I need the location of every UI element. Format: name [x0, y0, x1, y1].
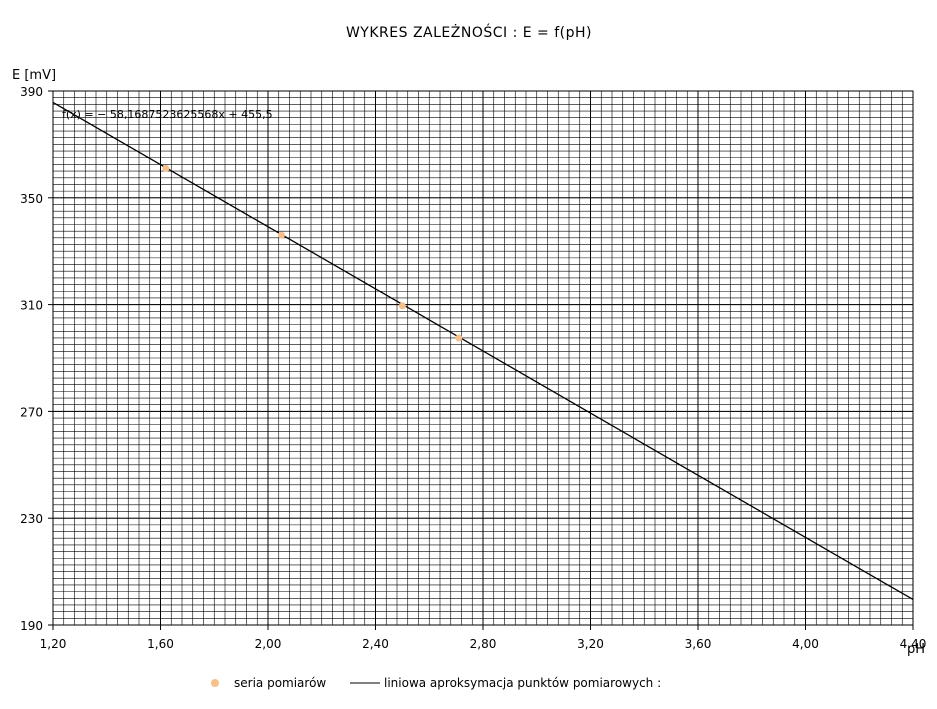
x-axis-ticks: 1,20 1,60 2,00 2,40 2,80 3,20 3,60 4,00 4,40 — [40, 625, 927, 651]
regression-equation: f(x) = − 58,1687523625568x + 455,5 — [62, 108, 273, 121]
y-tick-label: 390 — [20, 85, 43, 99]
data-point — [398, 302, 406, 310]
x-tick-label: 4,00 — [792, 637, 819, 651]
series-layer — [52, 101, 914, 601]
x-tick-label: 3,20 — [577, 637, 604, 651]
legend-marker-scatter — [211, 679, 219, 687]
legend-label-line: liniowa aproksymacja punktów pomiarowych… — [384, 676, 661, 690]
x-tick-label: 1,20 — [40, 637, 67, 651]
plot-area: f(x) = − 58,1687523625568x + 455,5 — [52, 90, 914, 626]
data-point — [162, 164, 170, 172]
chart-title: WYKRES ZALEŻNOŚCI : E = f(pH) — [346, 23, 592, 41]
y-tick-label: 270 — [20, 405, 43, 419]
y-tick-label: 230 — [20, 512, 43, 526]
y-tick-label: 310 — [20, 299, 43, 313]
data-point — [277, 231, 285, 239]
y-axis-label: E [mV] — [12, 68, 56, 83]
regression-line — [52, 101, 914, 601]
x-tick-label: 3,60 — [685, 637, 712, 651]
legend-label-scatter: seria pomiarów — [234, 676, 326, 690]
x-tick-label: 4,40 — [900, 637, 927, 651]
x-axis-label: pH — [907, 642, 925, 657]
y-tick-label: 350 — [20, 192, 43, 206]
x-tick-label: 2,40 — [362, 637, 389, 651]
x-tick-label: 2,80 — [470, 637, 497, 651]
legend: seria pomiarów liniowa aproksymacja punk… — [211, 676, 661, 690]
x-tick-label: 1,60 — [147, 637, 174, 651]
y-tick-label: 190 — [20, 619, 43, 633]
data-point — [455, 334, 463, 342]
y-axis-ticks: 190 230 270 310 350 390 — [20, 85, 53, 633]
x-tick-label: 2,00 — [255, 637, 282, 651]
